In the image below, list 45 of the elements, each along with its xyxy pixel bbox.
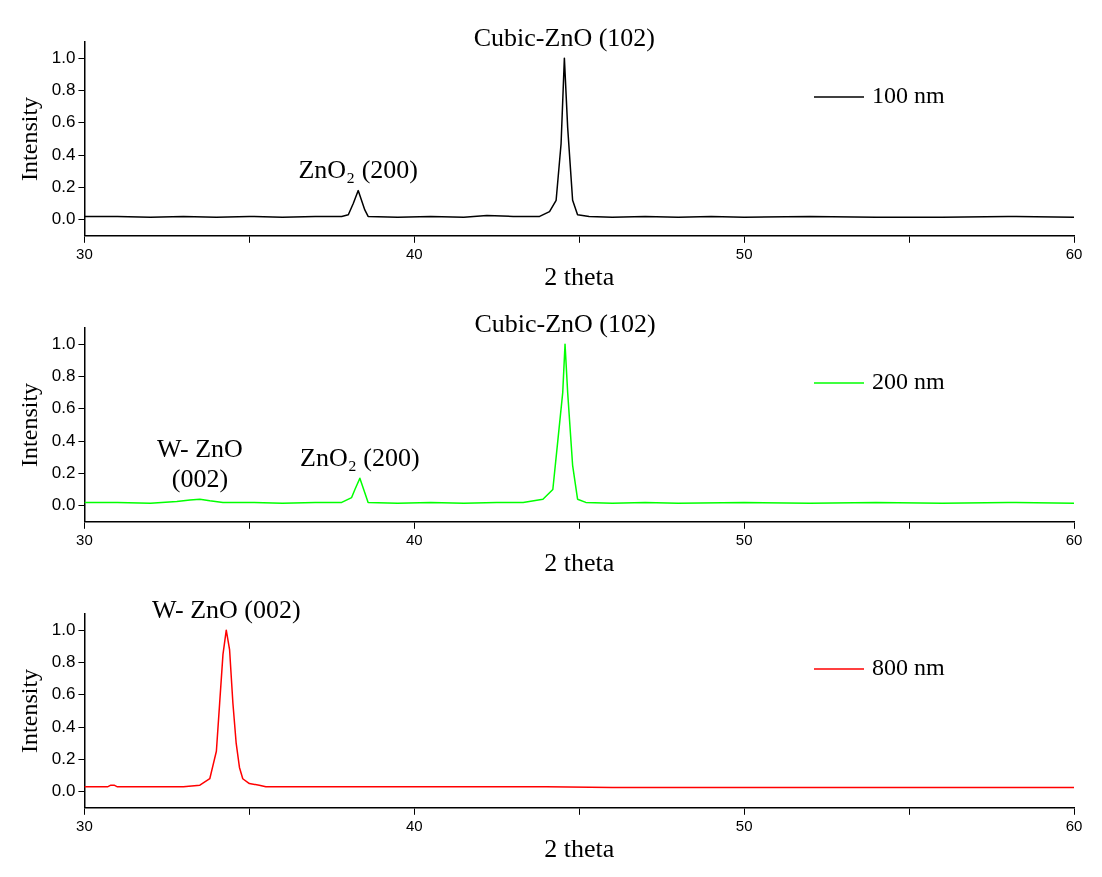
y-tick-label: 0.6 xyxy=(51,684,76,704)
y-axis-title: Intensity xyxy=(15,96,42,181)
x-tick-label: 30 xyxy=(76,530,93,548)
x-axis-title: 2 theta xyxy=(544,262,615,292)
x-tick-label: 40 xyxy=(405,816,423,834)
x-tick-label: 40 xyxy=(405,244,423,262)
x-tick-label: 30 xyxy=(76,244,93,262)
x-tick-label: 30 xyxy=(76,816,93,834)
x-axis-title: 2 theta xyxy=(544,548,615,578)
annotation: Cubic-ZnO (102) xyxy=(473,22,655,52)
x-tick-label: 50 xyxy=(735,816,753,834)
x-tick-label: 50 xyxy=(735,244,753,262)
legend-label: 100 nm xyxy=(872,82,945,109)
y-axis-title: Intensity xyxy=(15,668,42,753)
annotation: ZnO₂ (200) xyxy=(300,443,420,473)
x-tick-label: 60 xyxy=(1065,244,1083,262)
annotation: ZnO₂ (200) xyxy=(298,155,418,185)
y-tick-label: 1.0 xyxy=(51,47,76,67)
y-tick-label: 0.6 xyxy=(51,112,76,132)
y-tick-label: 0.8 xyxy=(51,652,76,672)
y-tick-label: 1.0 xyxy=(51,619,76,639)
y-tick-label: 0.8 xyxy=(51,366,76,386)
y-tick-label: 0.4 xyxy=(51,716,76,736)
x-tick-label: 40 xyxy=(405,530,423,548)
x-tick-label: 50 xyxy=(735,530,753,548)
y-tick-label: 1.0 xyxy=(51,333,76,353)
y-tick-label: 0.4 xyxy=(51,144,76,164)
y-tick-label: 0.6 xyxy=(51,398,76,418)
x-tick-label: 60 xyxy=(1065,530,1083,548)
annotation: W- ZnO (002) xyxy=(151,594,301,624)
y-axis-title: Intensity xyxy=(15,382,42,467)
y-tick-label: 0.0 xyxy=(51,781,76,801)
y-tick-label: 0.2 xyxy=(51,177,76,197)
y-tick-label: 0.2 xyxy=(51,749,76,769)
y-tick-label: 0.0 xyxy=(51,495,76,515)
annotation: Cubic-ZnO (102) xyxy=(474,308,656,338)
annotation: W- ZnO (002) xyxy=(156,434,243,494)
legend-label: 200 nm xyxy=(872,368,945,395)
x-axis-title: 2 theta xyxy=(544,834,615,864)
y-tick-label: 0.4 xyxy=(51,430,76,450)
y-tick-label: 0.2 xyxy=(51,463,76,483)
y-tick-label: 0.8 xyxy=(51,80,76,100)
y-tick-label: 0.0 xyxy=(51,209,76,229)
x-tick-label: 60 xyxy=(1065,816,1083,834)
legend-label: 800 nm xyxy=(872,654,945,681)
